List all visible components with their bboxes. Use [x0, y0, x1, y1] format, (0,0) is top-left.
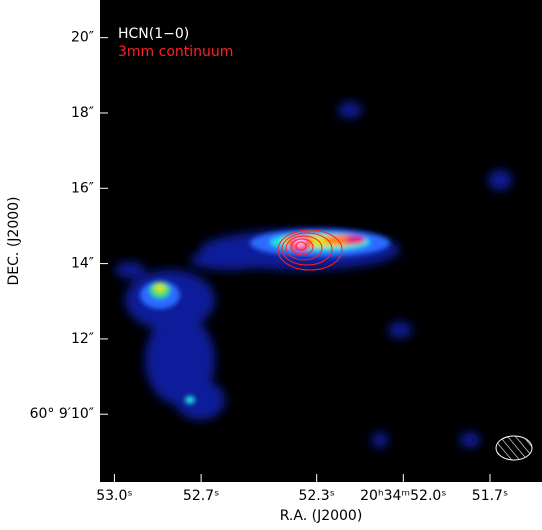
beam [495, 435, 533, 461]
y-tick-label: 14″ [71, 256, 94, 272]
legend-entry: HCN(1−0) [118, 26, 189, 42]
y-tick-label: 20″ [71, 30, 94, 46]
continuum-contours [277, 229, 343, 271]
x-tick-label: 53.0ˢ [96, 488, 132, 504]
x-tick-label: 20ʰ34ᵐ52.0ˢ [360, 488, 446, 504]
y-tick-label: 12″ [71, 331, 94, 347]
x-tick-label: 51.7ˢ [472, 488, 508, 504]
x-tick-label: 52.3ˢ [298, 488, 334, 504]
x-axis-label: R.A. (J2000) [280, 508, 363, 524]
y-tick-label: 16″ [71, 180, 94, 196]
intensity-map [115, 102, 512, 448]
y-axis-label: DEC. (J2000) [6, 197, 22, 286]
x-tick-label: 52.7ˢ [183, 488, 219, 504]
legend-entry: 3mm continuum [118, 44, 233, 60]
y-tick-label: 18″ [71, 105, 94, 121]
y-tick-label: 60° 9′10″ [30, 406, 94, 422]
